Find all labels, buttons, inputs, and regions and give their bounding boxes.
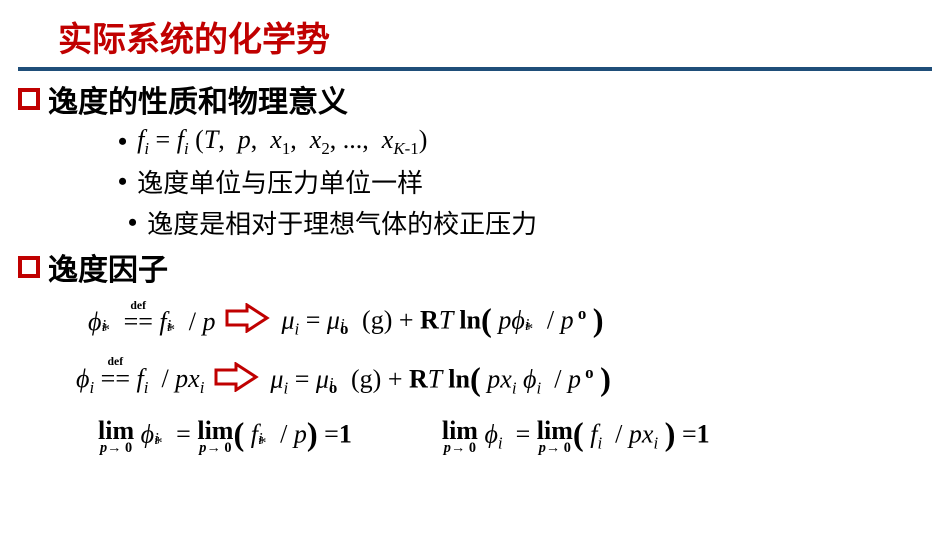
section-1-label: 逸度的性质和物理意义	[48, 77, 348, 121]
section-heading-1: 逸度的性质和物理意义	[18, 77, 932, 121]
square-bullet-icon	[18, 256, 40, 278]
square-bullet-icon	[18, 88, 40, 110]
arrow-icon	[225, 303, 271, 340]
formula-1-left: ϕi* def== fi* / p	[88, 307, 215, 337]
slide: 实际系统的化学势 逸度的性质和物理意义 • fi = fi (T, p, x1,…	[0, 0, 950, 535]
formula-1-right: μi = μio (g) + RT ln( pϕi* / p o )	[281, 303, 603, 340]
bullet-item-2: • 逸度单位与压力单位一样	[118, 163, 932, 200]
item-1-formula: fi = fi (T, p, x1, x2, ..., xK-1)	[137, 125, 427, 159]
bullet-dot-icon: •	[128, 208, 137, 238]
limit-1: limp→ 0 ϕi* = limp→ 0( fi* / p) =1	[98, 417, 352, 455]
item-3-text: 逸度是相对于理想气体的校正压力	[147, 204, 537, 241]
limits-row: limp→ 0 ϕi* = limp→ 0( fi* / p) =1 limp→…	[98, 417, 932, 455]
formula-row-2: ϕi def== fi / pxi μi = μio (g) + RT ln( …	[76, 362, 932, 399]
horizontal-rule	[18, 67, 932, 71]
limit-2: limp→ 0 ϕi = limp→ 0( fi / pxi ) =1	[442, 417, 710, 455]
section-2-label: 逸度因子	[48, 245, 168, 289]
formula-2-right: μi = μio (g) + RT ln( pxi ϕi / p o )	[270, 362, 611, 399]
bullet-item-1: • fi = fi (T, p, x1, x2, ..., xK-1)	[118, 125, 932, 159]
formula-row-1: ϕi* def== fi* / p μi = μio (g) + RT ln( …	[88, 303, 932, 340]
item-2-text: 逸度单位与压力单位一样	[137, 163, 423, 200]
bullet-dot-icon: •	[118, 167, 127, 197]
slide-title: 实际系统的化学势	[58, 12, 932, 61]
bullet-dot-icon: •	[118, 127, 127, 157]
formula-2-left: ϕi def== fi / pxi	[76, 364, 204, 398]
arrow-icon	[214, 362, 260, 399]
bullet-item-3: • 逸度是相对于理想气体的校正压力	[128, 204, 932, 241]
section-heading-2: 逸度因子	[18, 245, 932, 289]
